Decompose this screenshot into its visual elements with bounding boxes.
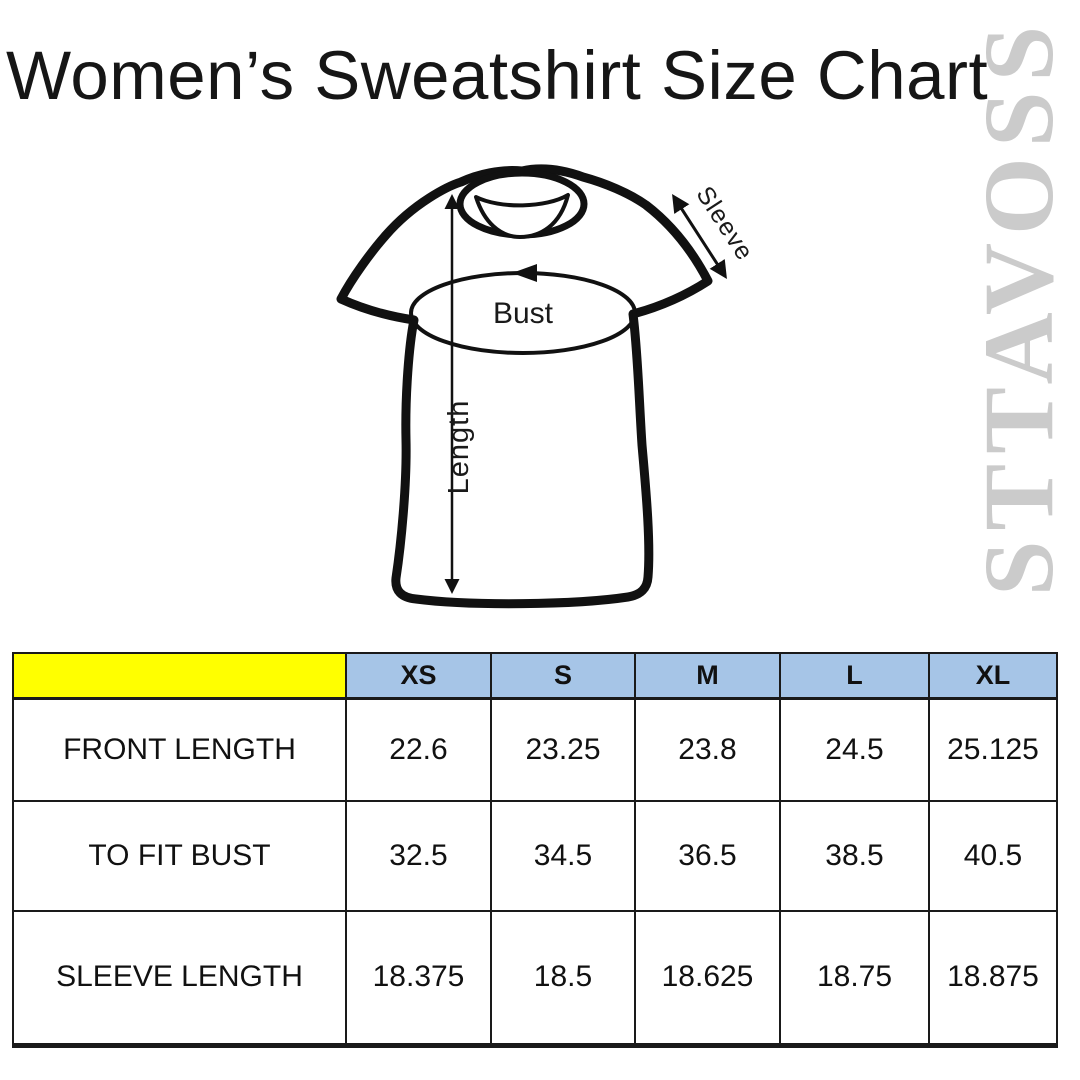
col-header-xl: XL	[928, 652, 1058, 700]
cell-sleeve-length-l: 18.75	[779, 910, 930, 1046]
col-header-xs: XS	[345, 652, 492, 700]
size-table-header-row: XS S M L XL	[12, 652, 1058, 700]
cell-sleeve-length-xs: 18.375	[345, 910, 492, 1046]
cell-front-length-l: 24.5	[779, 697, 930, 802]
cell-front-length-xs: 22.6	[345, 697, 492, 802]
col-header-s: S	[490, 652, 636, 700]
cell-front-length-xl: 25.125	[928, 697, 1058, 802]
size-table: XS S M L XL FRONT LENGTH 22.6 23.25 23.8…	[12, 652, 1058, 1048]
table-corner-cell	[12, 652, 347, 700]
table-row-front-length: FRONT LENGTH 22.6 23.25 23.8 24.5 25.125	[12, 697, 1058, 802]
cell-to-fit-bust-xl: 40.5	[928, 800, 1058, 912]
cell-sleeve-length-s: 18.5	[490, 910, 636, 1046]
row-label-to-fit-bust: TO FIT BUST	[12, 800, 347, 912]
cell-sleeve-length-m: 18.625	[634, 910, 781, 1046]
collar-inner	[474, 193, 570, 239]
row-label-front-length: FRONT LENGTH	[12, 697, 347, 802]
length-label: Length	[443, 400, 475, 495]
cell-front-length-m: 23.8	[634, 697, 781, 802]
cell-sleeve-length-xl: 18.875	[928, 910, 1058, 1046]
row-label-sleeve-length: SLEEVE LENGTH	[12, 910, 347, 1046]
table-row-sleeve-length: SLEEVE LENGTH 18.375 18.5 18.625 18.75 1…	[12, 910, 1058, 1046]
bust-label: Bust	[493, 297, 554, 330]
col-header-m: M	[634, 652, 781, 700]
cell-to-fit-bust-xs: 32.5	[345, 800, 492, 912]
sleeve-label: Sleeve	[691, 181, 759, 265]
bust-arrowhead	[512, 264, 537, 282]
cell-to-fit-bust-s: 34.5	[490, 800, 636, 912]
table-row-to-fit-bust: TO FIT BUST 32.5 34.5 36.5 38.5 40.5	[12, 800, 1058, 912]
cell-to-fit-bust-l: 38.5	[779, 800, 930, 912]
col-header-l: L	[779, 652, 930, 700]
page-title: Women’s Sweatshirt Size Chart	[6, 37, 989, 114]
tshirt-outline	[336, 164, 713, 609]
cell-to-fit-bust-m: 36.5	[634, 800, 781, 912]
sleeve-arrow	[672, 193, 727, 280]
cell-front-length-s: 23.25	[490, 697, 636, 802]
tshirt-diagram: Length Bust Sleeve	[336, 164, 759, 609]
